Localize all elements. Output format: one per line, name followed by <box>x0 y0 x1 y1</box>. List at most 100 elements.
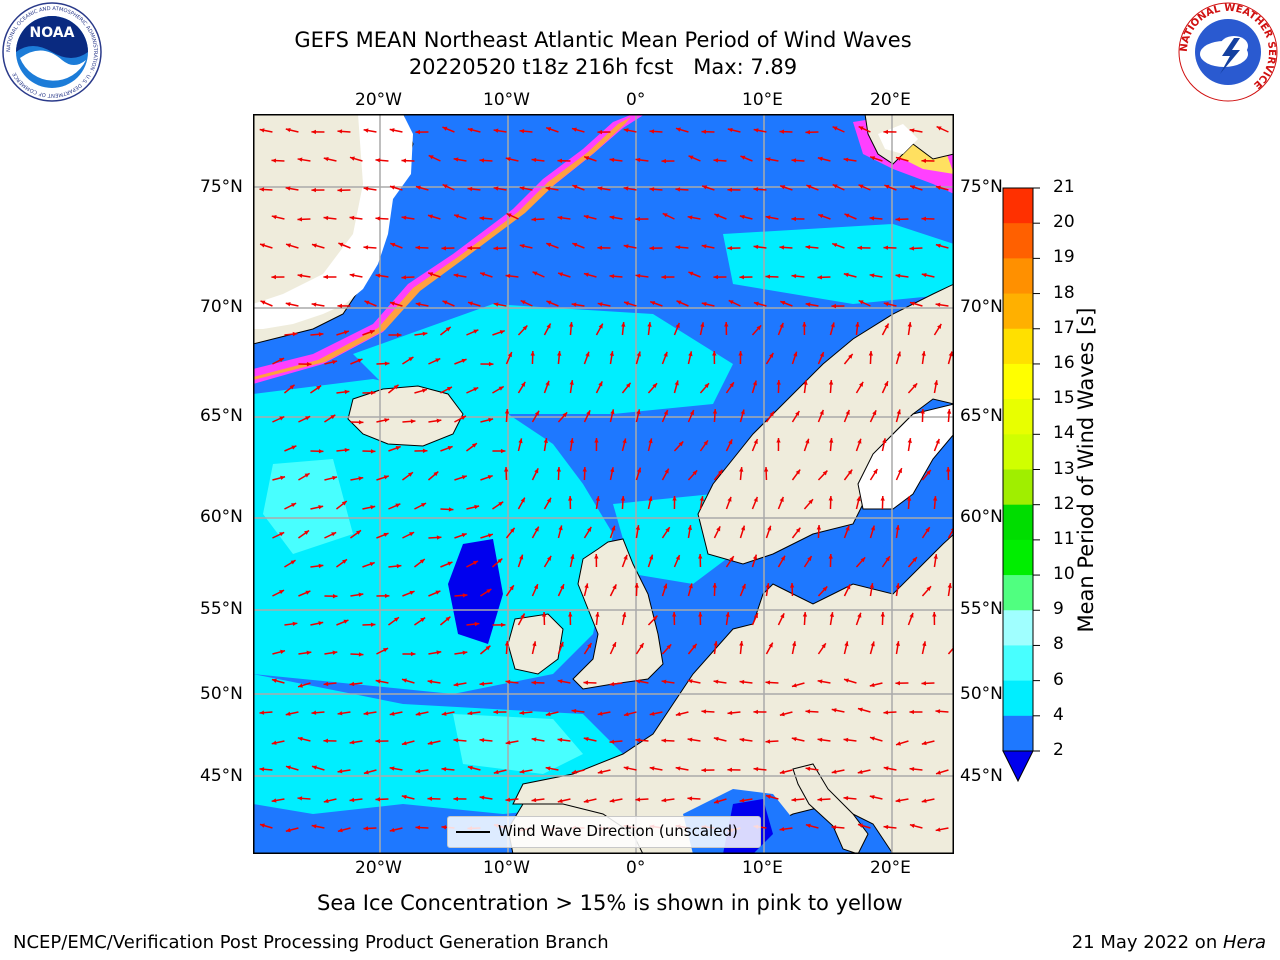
lat-label-right: 75°N <box>960 177 1003 197</box>
wave-direction-arrowhead <box>480 272 486 277</box>
wave-direction-arrowhead <box>741 583 746 589</box>
wave-direction-arrowhead <box>498 386 504 391</box>
wave-direction-arrowhead <box>909 612 914 618</box>
wave-direction-arrowhead <box>765 794 771 799</box>
map-panel <box>253 114 954 854</box>
wave-direction-arrowhead <box>311 824 317 829</box>
wave-direction-arrowhead <box>753 613 758 619</box>
noaa-logo: NOAA NATIONAL OCEANIC AND ATMOSPHERIC AD… <box>2 2 102 102</box>
wave-direction-arrowhead <box>675 711 681 717</box>
wave-direction-arrowhead <box>545 711 551 717</box>
wave-direction-arrowhead <box>467 765 473 770</box>
wave-direction-arrowhead <box>375 738 380 744</box>
wave-direction-arrowhead <box>895 583 900 588</box>
wave-direction-arrowhead <box>546 300 552 305</box>
wave-direction-arrowhead <box>428 272 434 277</box>
wave-direction-arrowhead <box>828 554 833 559</box>
wave-direction-arrowhead <box>921 216 927 221</box>
colorbar-tick-label: 12 <box>1053 493 1075 514</box>
wave-direction-arrowhead <box>609 798 615 803</box>
wave-direction-arrowhead <box>519 186 525 191</box>
wave-direction-arrowhead <box>634 583 639 588</box>
wave-direction-arrowhead <box>534 468 539 474</box>
wave-direction-arrowhead <box>779 129 785 134</box>
wave-direction-arrowhead <box>649 246 655 251</box>
wave-direction-arrowhead <box>543 438 548 443</box>
wave-direction-arrowhead <box>753 496 758 502</box>
wave-direction-arrowhead <box>822 470 828 476</box>
wave-direction-arrowhead <box>896 409 901 415</box>
wave-direction-arrowhead <box>779 769 785 775</box>
wave-direction-arrowhead <box>805 709 811 714</box>
wave-direction-arrowhead <box>623 766 629 771</box>
wave-direction-arrowhead <box>912 557 917 562</box>
wave-direction-arrowhead <box>546 127 552 132</box>
wave-direction-arrowhead <box>779 496 784 502</box>
wave-direction-arrowhead <box>727 245 732 251</box>
wave-direction-arrowhead <box>285 127 291 133</box>
wave-direction-arrowhead <box>805 130 811 135</box>
wave-direction-arrowhead <box>843 737 849 743</box>
wave-direction-arrowhead <box>712 409 718 414</box>
wave-direction-arrowhead <box>817 275 823 280</box>
wave-direction-arrowhead <box>831 708 837 713</box>
wave-direction-arrowhead <box>323 738 328 744</box>
wave-direction-arrowhead <box>338 242 344 247</box>
wave-direction-arrowhead <box>675 187 681 192</box>
wave-direction-arrowhead <box>896 741 901 746</box>
wave-direction-arrowhead <box>817 737 823 743</box>
wave-direction-arrowhead <box>571 708 577 714</box>
wave-direction-arrowhead <box>415 245 421 250</box>
wave-direction-arrowhead <box>311 302 317 307</box>
wave-direction-arrowhead <box>805 302 811 307</box>
wave-direction-arrowhead <box>462 650 468 655</box>
wave-direction-arrowhead <box>672 612 677 617</box>
wave-direction-arrowhead <box>872 410 877 416</box>
wave-direction-arrowhead <box>271 798 277 803</box>
wave-direction-arrowhead <box>337 129 343 134</box>
wave-direction-arrowhead <box>832 243 838 248</box>
wave-direction-arrowhead <box>739 737 745 743</box>
wave-direction-arrowhead <box>779 826 785 832</box>
wave-direction-arrowhead <box>375 216 381 221</box>
wave-direction-arrowhead <box>635 216 640 222</box>
wave-direction-arrowhead <box>569 322 574 327</box>
wave-direction-arrowhead <box>869 794 875 800</box>
wave-direction-arrowhead <box>819 352 824 358</box>
wave-direction-arrowhead <box>856 496 861 502</box>
colorbar-segment <box>1003 469 1033 506</box>
wave-direction-arrowhead <box>286 243 291 248</box>
wave-direction-arrowhead <box>688 351 693 357</box>
wave-direction-arrowhead <box>467 245 472 251</box>
wave-direction-arrowhead <box>739 641 744 646</box>
wave-direction-arrowhead <box>920 409 925 414</box>
wave-direction-arrowhead <box>883 129 888 135</box>
wave-direction-arrowhead <box>568 496 573 501</box>
colorbar-segment <box>1003 328 1033 365</box>
wave-direction-arrowhead <box>713 274 718 280</box>
wave-direction-arrowhead <box>795 469 801 475</box>
wave-direction-arrowhead <box>885 556 890 562</box>
wave-direction-arrowhead <box>279 358 285 363</box>
wave-direction-arrowhead <box>698 554 703 559</box>
wave-direction-arrowhead <box>692 643 697 649</box>
wave-direction-arrowhead <box>369 562 375 567</box>
wave-direction-arrowhead <box>713 158 719 163</box>
wave-direction-arrowhead <box>791 216 796 222</box>
wave-direction-arrowhead <box>687 737 693 742</box>
wave-direction-arrowhead <box>271 214 277 220</box>
wave-direction-arrowhead <box>857 707 863 712</box>
wave-direction-arrowhead <box>435 590 441 595</box>
wave-direction-arrowhead <box>519 710 525 715</box>
footer-left: NCEP/EMC/Verification Post Processing Pr… <box>13 932 609 953</box>
wave-direction-arrowhead <box>895 798 901 803</box>
wave-direction-arrowhead <box>311 129 316 135</box>
wave-direction-arrowhead <box>533 584 538 590</box>
wave-direction-arrowhead <box>558 272 564 277</box>
wave-direction-arrowhead <box>791 797 797 802</box>
wave-direction-arrowhead <box>415 711 421 716</box>
wave-direction-arrowhead <box>358 592 364 597</box>
wave-direction-arrowhead <box>909 823 915 828</box>
wave-direction-arrowhead <box>753 438 758 444</box>
wave-direction-arrowhead <box>358 652 364 657</box>
